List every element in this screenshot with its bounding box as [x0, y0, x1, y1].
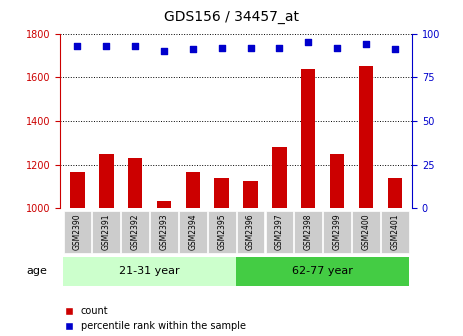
FancyBboxPatch shape: [237, 211, 264, 253]
FancyBboxPatch shape: [179, 211, 206, 253]
Point: [305, 40, 312, 45]
Text: GSM2396: GSM2396: [246, 213, 255, 250]
Point: [333, 45, 341, 50]
Point: [247, 45, 254, 50]
Legend: count, percentile rank within the sample: count, percentile rank within the sample: [65, 306, 245, 331]
Text: 21-31 year: 21-31 year: [119, 266, 180, 276]
Bar: [214, 178, 229, 208]
FancyBboxPatch shape: [236, 257, 409, 286]
Bar: [272, 147, 287, 208]
FancyBboxPatch shape: [294, 211, 322, 253]
Bar: [186, 172, 200, 208]
Text: GSM2399: GSM2399: [332, 213, 342, 250]
Point: [189, 47, 197, 52]
FancyBboxPatch shape: [121, 211, 149, 253]
FancyBboxPatch shape: [93, 211, 120, 253]
Point: [362, 41, 369, 47]
Text: GSM2397: GSM2397: [275, 213, 284, 250]
Text: GSM2398: GSM2398: [304, 214, 313, 250]
Point: [160, 48, 168, 54]
Text: GSM2391: GSM2391: [102, 214, 111, 250]
Bar: [70, 172, 85, 208]
Bar: [359, 66, 373, 208]
FancyBboxPatch shape: [63, 211, 91, 253]
FancyBboxPatch shape: [323, 211, 351, 253]
Text: GSM2392: GSM2392: [131, 214, 140, 250]
Text: GDS156 / 34457_at: GDS156 / 34457_at: [164, 10, 299, 24]
Text: GSM2400: GSM2400: [362, 213, 370, 250]
Bar: [301, 69, 315, 208]
Text: GSM2393: GSM2393: [160, 213, 169, 250]
Bar: [157, 201, 171, 208]
Text: GSM2394: GSM2394: [188, 213, 197, 250]
Bar: [128, 158, 143, 208]
Text: GSM2390: GSM2390: [73, 213, 82, 250]
Bar: [99, 154, 113, 208]
Point: [218, 45, 225, 50]
Point: [103, 43, 110, 48]
Bar: [388, 178, 402, 208]
Bar: [330, 154, 344, 208]
FancyBboxPatch shape: [208, 211, 236, 253]
FancyBboxPatch shape: [266, 211, 293, 253]
Text: 62-77 year: 62-77 year: [292, 266, 353, 276]
FancyBboxPatch shape: [352, 211, 380, 253]
Point: [131, 43, 139, 48]
FancyBboxPatch shape: [381, 211, 409, 253]
Bar: [244, 181, 258, 208]
Text: GSM2401: GSM2401: [390, 214, 399, 250]
FancyBboxPatch shape: [150, 211, 178, 253]
FancyBboxPatch shape: [63, 257, 236, 286]
Point: [391, 47, 399, 52]
Point: [275, 45, 283, 50]
Text: age: age: [26, 266, 47, 276]
Text: GSM2395: GSM2395: [217, 213, 226, 250]
Point: [74, 43, 81, 48]
